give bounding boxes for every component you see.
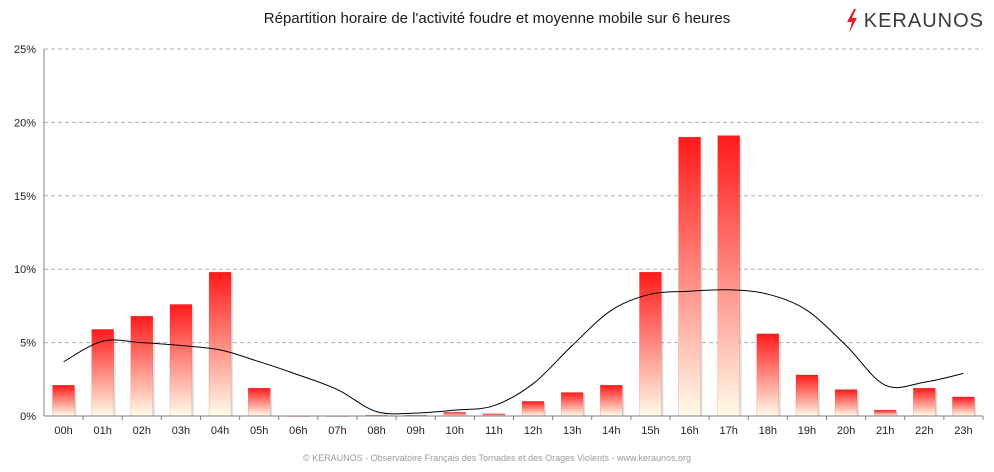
- bar: [717, 135, 740, 417]
- y-tick-label: 20%: [14, 117, 36, 129]
- x-tick-label: 09h: [407, 425, 425, 437]
- bar: [873, 409, 897, 417]
- keraunos-logo: KERAUNOS: [845, 9, 984, 33]
- x-tick-label: 04h: [211, 425, 229, 437]
- logo-text: KERAUNOS: [863, 9, 984, 32]
- x-tick-label: 19h: [798, 425, 816, 437]
- x-tick-label: 23h: [954, 425, 972, 437]
- bar: [952, 396, 975, 417]
- x-tick-label: 20h: [837, 425, 855, 437]
- x-tick-label: 21h: [876, 425, 894, 437]
- bar: [678, 136, 701, 417]
- bar: [795, 374, 819, 417]
- x-tick-label: 14h: [602, 425, 620, 437]
- x-tick-label: 11h: [485, 425, 503, 437]
- bar: [130, 315, 154, 417]
- bar: [91, 329, 114, 417]
- bar: [600, 384, 623, 417]
- x-tick-label: 03h: [172, 425, 190, 437]
- x-tick-label: 22h: [915, 425, 933, 437]
- x-tick-label: 00h: [54, 425, 72, 437]
- bar: [756, 333, 780, 417]
- x-tick-label: 01h: [94, 425, 112, 437]
- x-tick-label: 07h: [328, 425, 346, 437]
- bar: [521, 401, 545, 417]
- bar: [247, 387, 271, 417]
- x-tick-label: 17h: [720, 425, 738, 437]
- x-tick-label: 12h: [524, 425, 542, 437]
- y-tick-label: 10%: [14, 264, 36, 276]
- chart-title: Répartition horaire de l'activité foudre…: [263, 10, 731, 27]
- moving-average-line: [63, 289, 964, 415]
- bar: [913, 387, 936, 417]
- y-tick-label: 0%: [20, 411, 36, 423]
- bar: [443, 412, 467, 417]
- x-tick-label: 18h: [759, 425, 777, 437]
- lightning-bolt-icon: [846, 9, 857, 33]
- bar: [169, 304, 193, 417]
- bar: [52, 384, 75, 417]
- bar: [208, 271, 232, 417]
- bar: [834, 389, 858, 417]
- y-tick-label: 25%: [14, 44, 36, 56]
- x-tick-label: 06h: [289, 425, 307, 437]
- y-tick-label: 15%: [14, 191, 36, 203]
- y-tick-label: 5%: [20, 338, 36, 350]
- x-tick-label: 08h: [367, 425, 385, 437]
- bar: [560, 392, 584, 417]
- footer-copyright: © KERAUNOS - Observatoire Français des T…: [303, 453, 691, 463]
- x-tick-label: 15h: [641, 425, 659, 437]
- x-tick-label: 02h: [133, 425, 151, 437]
- x-tick-label: 13h: [563, 425, 581, 437]
- x-tick-label: 05h: [250, 425, 268, 437]
- x-tick-label: 10h: [446, 425, 464, 437]
- x-tick-label: 16h: [680, 425, 698, 437]
